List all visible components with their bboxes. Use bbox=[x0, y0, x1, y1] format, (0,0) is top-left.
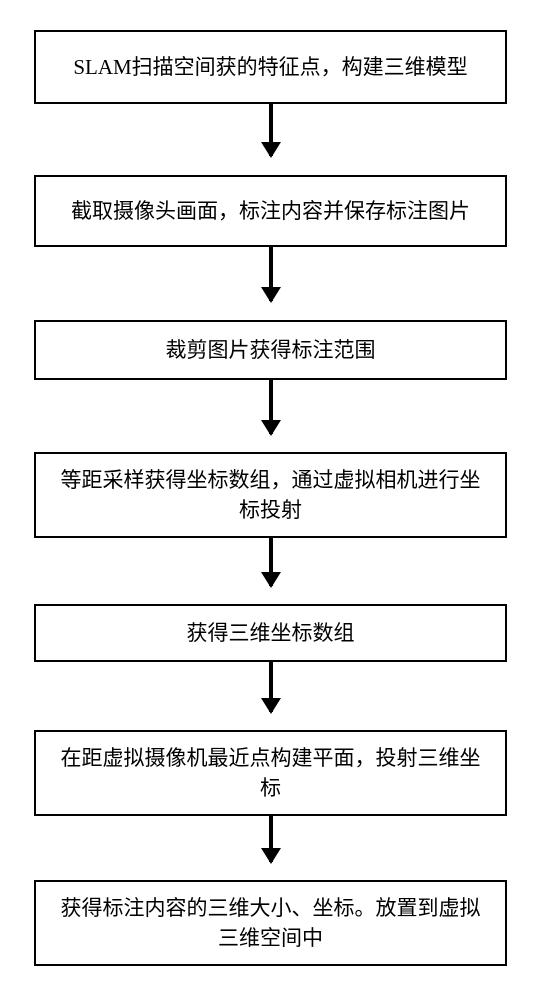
flow-arrow-4 bbox=[269, 538, 273, 586]
flow-node-1: SLAM扫描空间获的特征点，构建三维模型 bbox=[34, 30, 507, 104]
flow-node-3-label: 裁剪图片获得标注范围 bbox=[166, 335, 376, 365]
flow-node-5: 获得三维坐标数组 bbox=[34, 604, 507, 662]
flow-arrow-5 bbox=[269, 662, 273, 712]
flow-node-4-label: 等距采样获得坐标数组，通过虚拟相机进行坐标投射 bbox=[56, 465, 485, 526]
flow-arrow-6 bbox=[269, 816, 273, 862]
flow-arrow-1 bbox=[269, 104, 273, 156]
flow-node-2: 截取摄像头画面，标注内容并保存标注图片 bbox=[34, 175, 507, 247]
flow-node-7-label: 获得标注内容的三维大小、坐标。放置到虚拟三维空间中 bbox=[56, 893, 485, 954]
flow-node-4: 等距采样获得坐标数组，通过虚拟相机进行坐标投射 bbox=[34, 452, 507, 538]
flow-node-5-label: 获得三维坐标数组 bbox=[187, 618, 355, 648]
flow-arrow-3 bbox=[269, 380, 273, 434]
flow-node-2-label: 截取摄像头画面，标注内容并保存标注图片 bbox=[71, 196, 470, 226]
flow-node-3: 裁剪图片获得标注范围 bbox=[34, 320, 507, 380]
flow-node-6: 在距虚拟摄像机最近点构建平面，投射三维坐标 bbox=[34, 730, 507, 816]
flow-node-7: 获得标注内容的三维大小、坐标。放置到虚拟三维空间中 bbox=[34, 880, 507, 966]
flow-arrow-2 bbox=[269, 247, 273, 301]
flow-node-6-label: 在距虚拟摄像机最近点构建平面，投射三维坐标 bbox=[56, 743, 485, 804]
flow-node-1-label: SLAM扫描空间获的特征点，构建三维模型 bbox=[73, 52, 467, 82]
flowchart: SLAM扫描空间获的特征点，构建三维模型 截取摄像头画面，标注内容并保存标注图片… bbox=[0, 0, 541, 1000]
